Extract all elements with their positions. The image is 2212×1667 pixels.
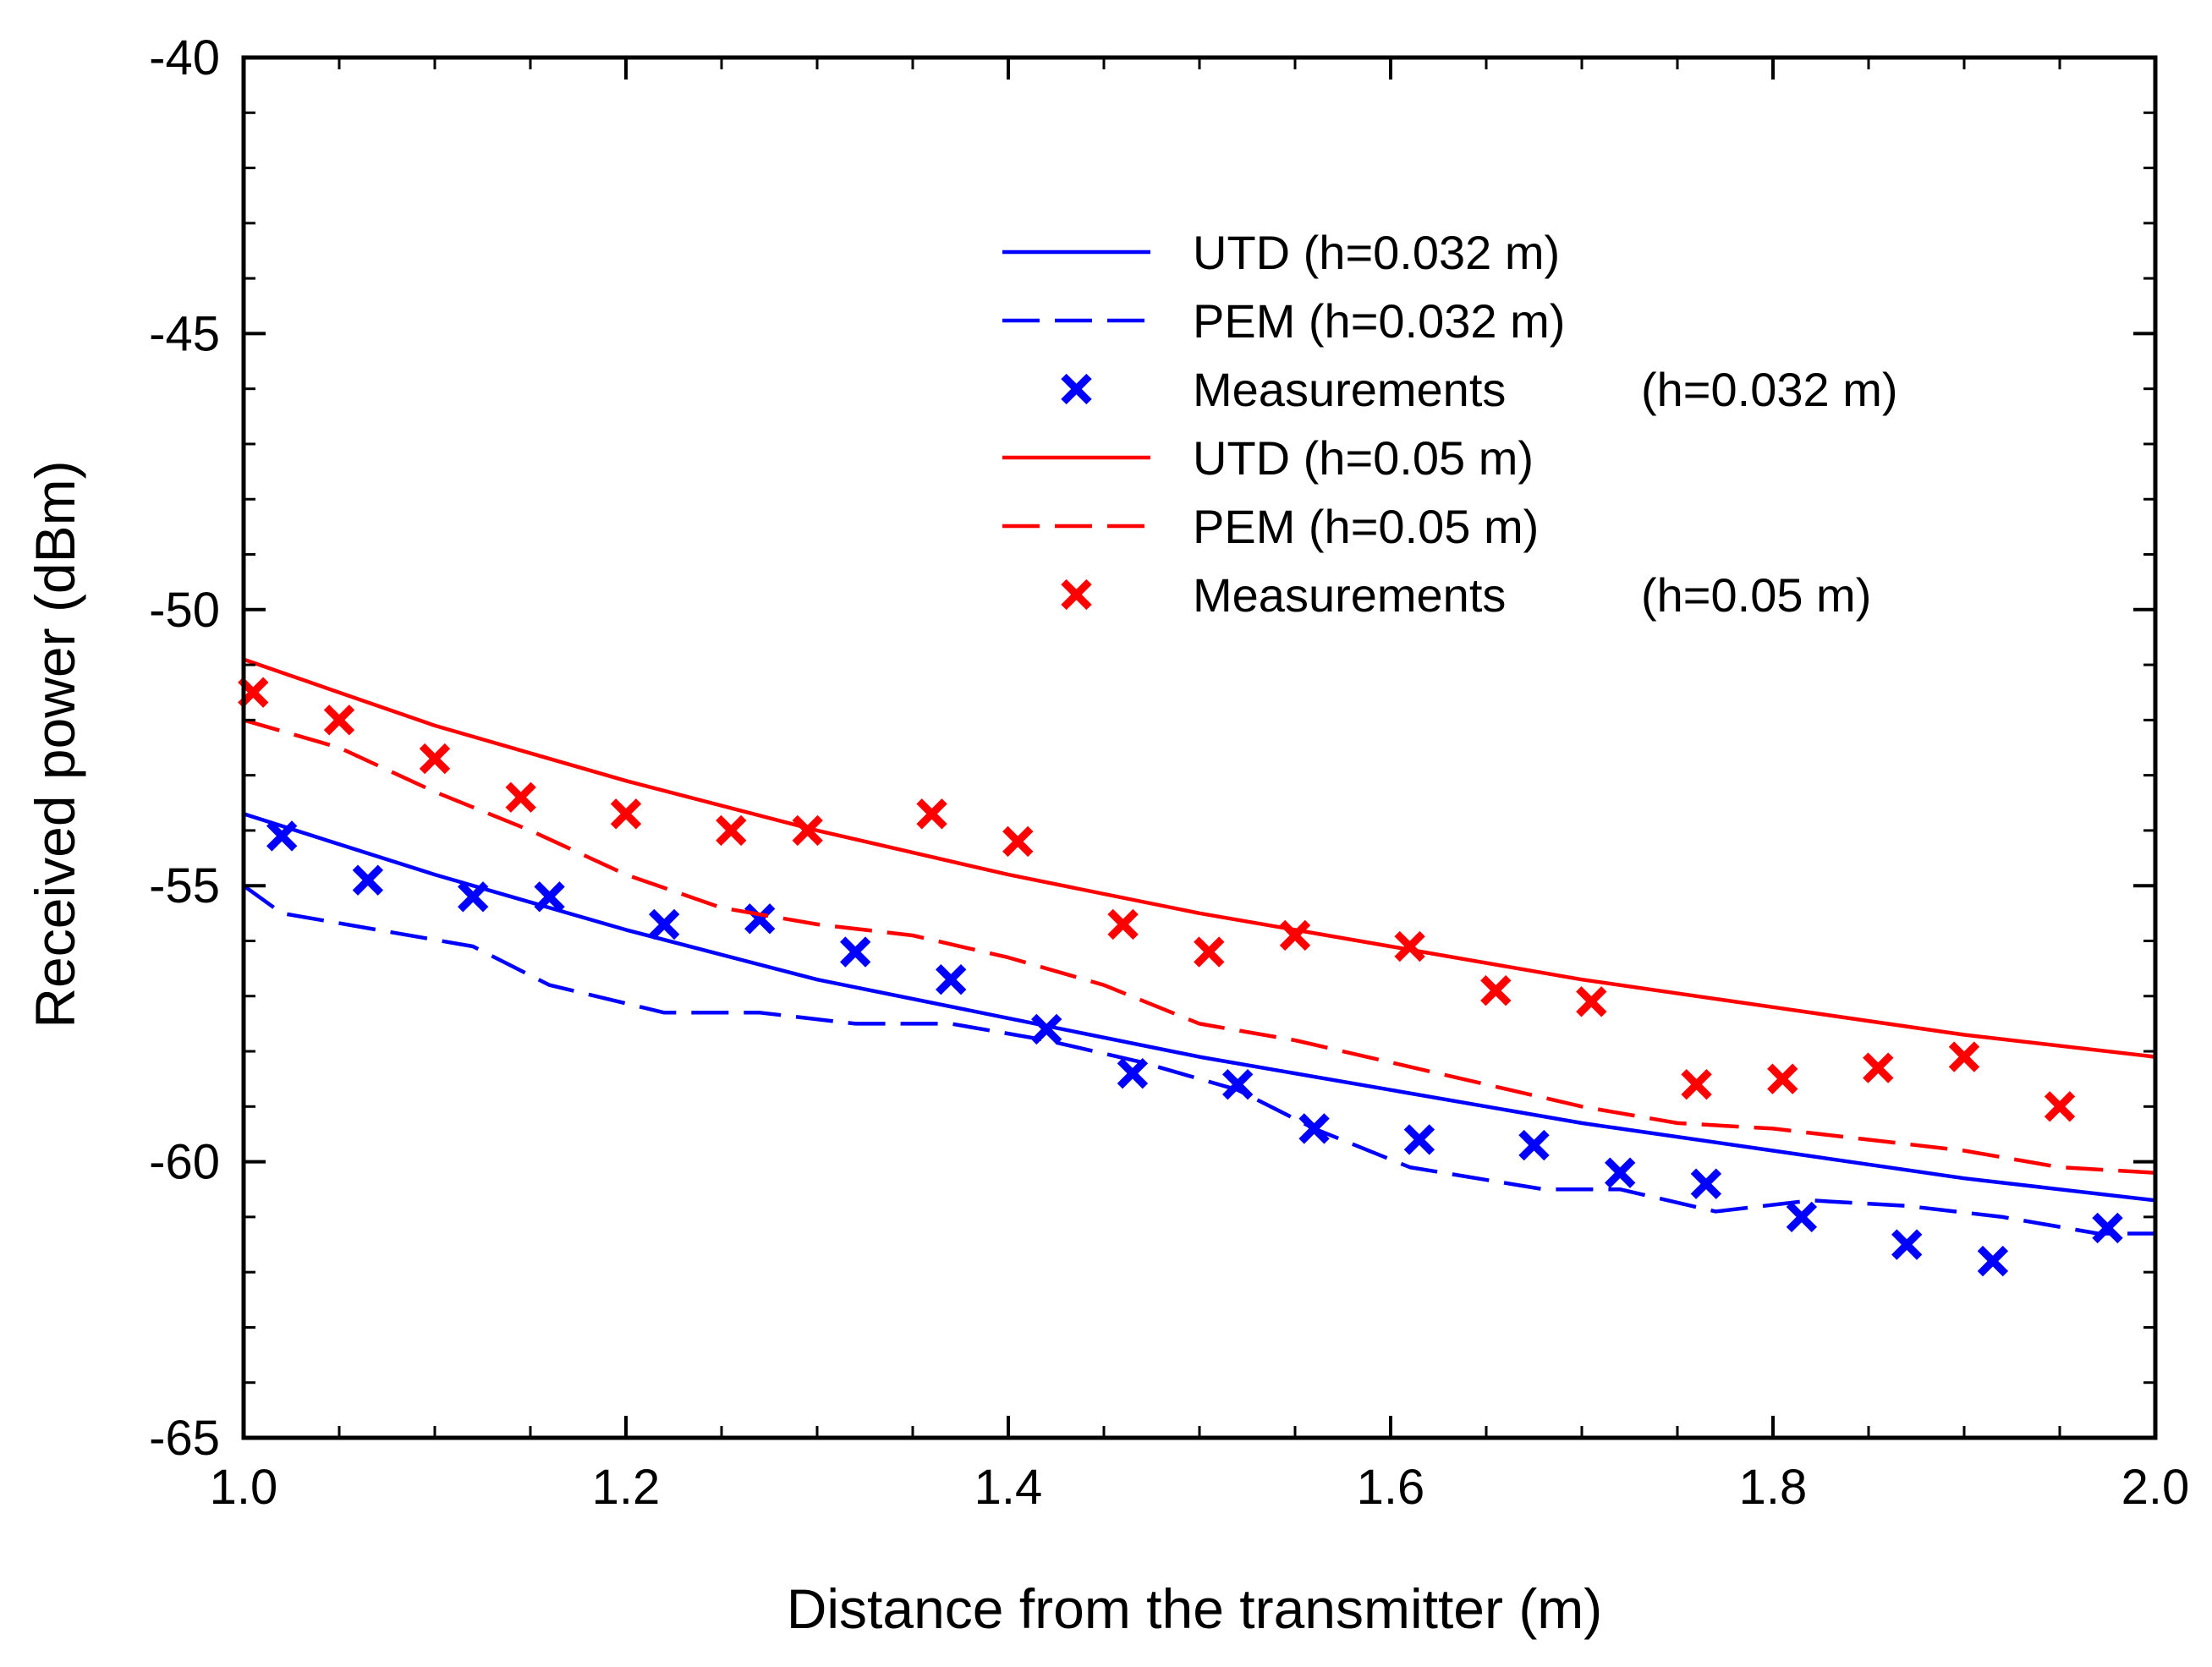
data-point <box>1518 1129 1550 1161</box>
legend-label: Measurements <box>1193 363 1506 416</box>
data-point <box>1222 1069 1254 1100</box>
data-point <box>1576 986 1607 1017</box>
data-point <box>1977 1245 2009 1277</box>
data-point <box>1786 1201 1818 1233</box>
x-tick-label: 1.4 <box>974 1460 1043 1515</box>
x-tick-label: 1.6 <box>1357 1460 1425 1515</box>
legend-entry: UTD (h=0.05 m) <box>1002 431 1534 485</box>
data-point <box>1605 1157 1636 1188</box>
series-line-utd-h-0-032-m <box>244 812 2155 1203</box>
data-point <box>744 903 776 935</box>
data-point <box>2044 1091 2076 1122</box>
series-layer <box>238 657 2155 1277</box>
data-point <box>1002 825 1034 858</box>
legend-note: (h=0.05 m) <box>1641 568 1871 622</box>
x-tick-label: 2.0 <box>2121 1460 2190 1515</box>
data-point <box>419 743 451 775</box>
data-point <box>2092 1212 2123 1244</box>
series-points-measurements-h-0-032-m <box>266 820 2123 1277</box>
data-point <box>1298 1113 1330 1144</box>
legend-label: Measurements <box>1193 568 1506 622</box>
y-tick-label: -40 <box>149 30 220 85</box>
data-point <box>1767 1063 1798 1094</box>
y-tick-label: -65 <box>149 1411 220 1466</box>
legend-entry: UTD (h=0.032 m) <box>1002 226 1560 279</box>
legend-entry: PEM (h=0.032 m) <box>1002 294 1565 348</box>
series-line-pem-h-0-05-m <box>244 718 2155 1175</box>
axis-ticks: 1.0 1.2 1.4 1.6 1.8 2.0 -65 -60 -55 -50 -45 -40 <box>149 30 2189 1515</box>
series-line-utd-h-0-05-m <box>244 657 2155 1059</box>
data-point <box>840 936 871 968</box>
y-tick-label: -50 <box>149 583 220 638</box>
data-point <box>1031 1013 1062 1045</box>
data-point <box>352 864 384 896</box>
data-point <box>1117 1057 1149 1089</box>
data-point <box>458 881 489 913</box>
data-point <box>505 781 536 813</box>
legend-note: (h=0.032 m) <box>1641 363 1898 416</box>
data-point <box>534 881 565 913</box>
data-point <box>1279 919 1311 951</box>
x-tick-label: 1.2 <box>592 1460 661 1515</box>
y-tick-label: -55 <box>149 858 220 913</box>
legend-label: PEM (h=0.032 m) <box>1193 294 1565 348</box>
data-point <box>1690 1168 1722 1199</box>
data-point <box>792 814 823 847</box>
data-point <box>323 705 355 736</box>
legend: UTD (h=0.032 m) PEM (h=0.032 m) Measuremen… <box>1002 226 1898 622</box>
x-tick-label: 1.0 <box>210 1460 278 1515</box>
data-point <box>916 798 947 830</box>
data-point <box>649 908 680 940</box>
data-point <box>1394 930 1425 962</box>
legend-marker <box>1061 579 1092 611</box>
x-tick-label: 1.8 <box>1739 1460 1808 1515</box>
legend-label: UTD (h=0.032 m) <box>1193 226 1560 279</box>
y-tick-label: -60 <box>149 1135 220 1190</box>
legend-entry: Measurements (h=0.032 m) <box>1061 363 1898 416</box>
data-point <box>1863 1052 1894 1083</box>
legend-label: PEM (h=0.05 m) <box>1193 500 1539 553</box>
y-tick-label: -45 <box>149 306 220 361</box>
data-point <box>1403 1124 1435 1155</box>
data-point <box>1948 1041 1980 1072</box>
data-point <box>610 798 642 830</box>
y-axis-title: Received power (dBm) <box>24 460 86 1028</box>
data-point <box>936 963 967 995</box>
legend-entry: PEM (h=0.05 m) <box>1002 500 1539 553</box>
x-axis-title: Distance from the transmitter (m) <box>787 1577 1603 1640</box>
data-point <box>1480 975 1512 1006</box>
series-points-measurements-h-0-05-m <box>238 677 2076 1122</box>
data-point <box>1681 1069 1712 1100</box>
legend-entry: Measurements (h=0.05 m) <box>1061 568 1871 622</box>
data-point <box>1107 908 1139 940</box>
legend-label: UTD (h=0.05 m) <box>1193 431 1534 485</box>
data-point <box>1891 1229 1923 1260</box>
data-point <box>716 814 747 847</box>
legend-marker <box>1061 373 1092 405</box>
data-point <box>266 820 298 852</box>
data-point <box>1194 936 1225 968</box>
series-line-pem-h-0-032-m <box>244 884 2155 1236</box>
